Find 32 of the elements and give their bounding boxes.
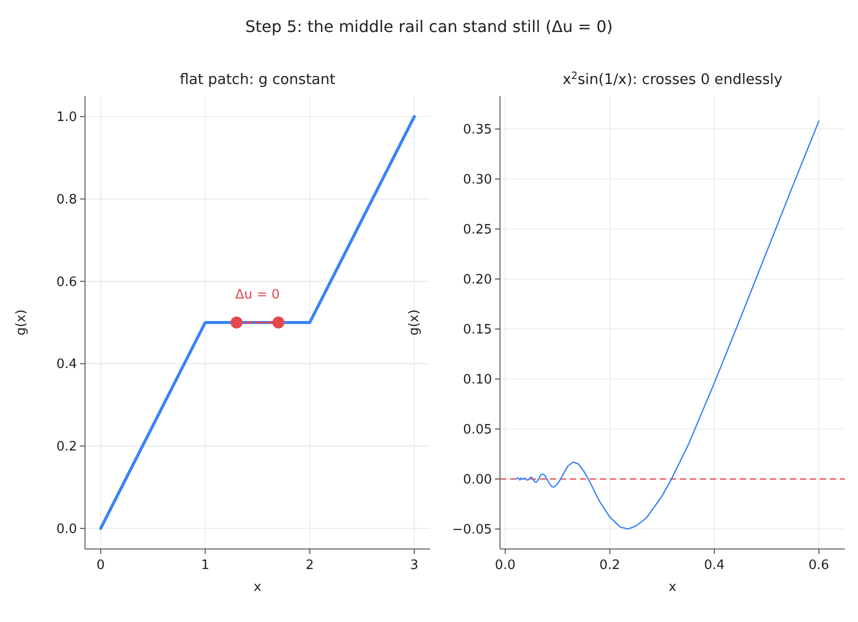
y-tick-label: 0.30 [463,172,492,188]
y-axis-title: g(x) [14,309,29,336]
x-tick-label: 0.6 [808,558,830,573]
y-tick-label: 0.6 [56,274,77,290]
chart-title: flat patch: g constant [180,72,336,88]
y-tick-label: 0.2 [56,440,77,455]
y-tick-label: 0.0 [56,522,77,537]
annotation: Δu = 0 [235,288,280,302]
x-tick-label: 2 [306,558,314,573]
line-series [515,120,820,530]
x-tick-label: 1 [201,558,210,573]
x-tick-label: 0 [96,558,105,573]
y-tick-label: 1.0 [56,110,77,126]
y-tick-label: −0.05 [452,522,492,538]
y-tick-label: 0.4 [56,357,77,372]
y-tick-label: 0.10 [463,372,492,388]
x-axis-title: x [254,580,262,595]
y-tick-label: 0.00 [463,472,492,488]
chart-title: x$^{2}$sin(1/x): crosses 0 endlessly [562,70,783,88]
y-tick-label: 0.15 [463,322,492,338]
y-axis-title: g(x) [407,309,422,336]
x-axis-title: x [668,580,677,595]
y-tick-label: 0.20 [463,272,492,288]
y-tick-label: 0.35 [463,122,492,138]
y-tick-label: 0.25 [463,222,492,238]
y-tick-label: 0.05 [463,422,492,438]
text: Step 5: the middle rail can stand still (Δu = 0) [245,17,613,36]
x-tick-label: 0.2 [599,558,620,573]
y-tick-label: 0.8 [56,192,77,208]
x-tick-label: 0.4 [704,558,725,573]
x-tick-label: 3 [410,558,418,573]
x-tick-label: 0.0 [494,558,516,573]
